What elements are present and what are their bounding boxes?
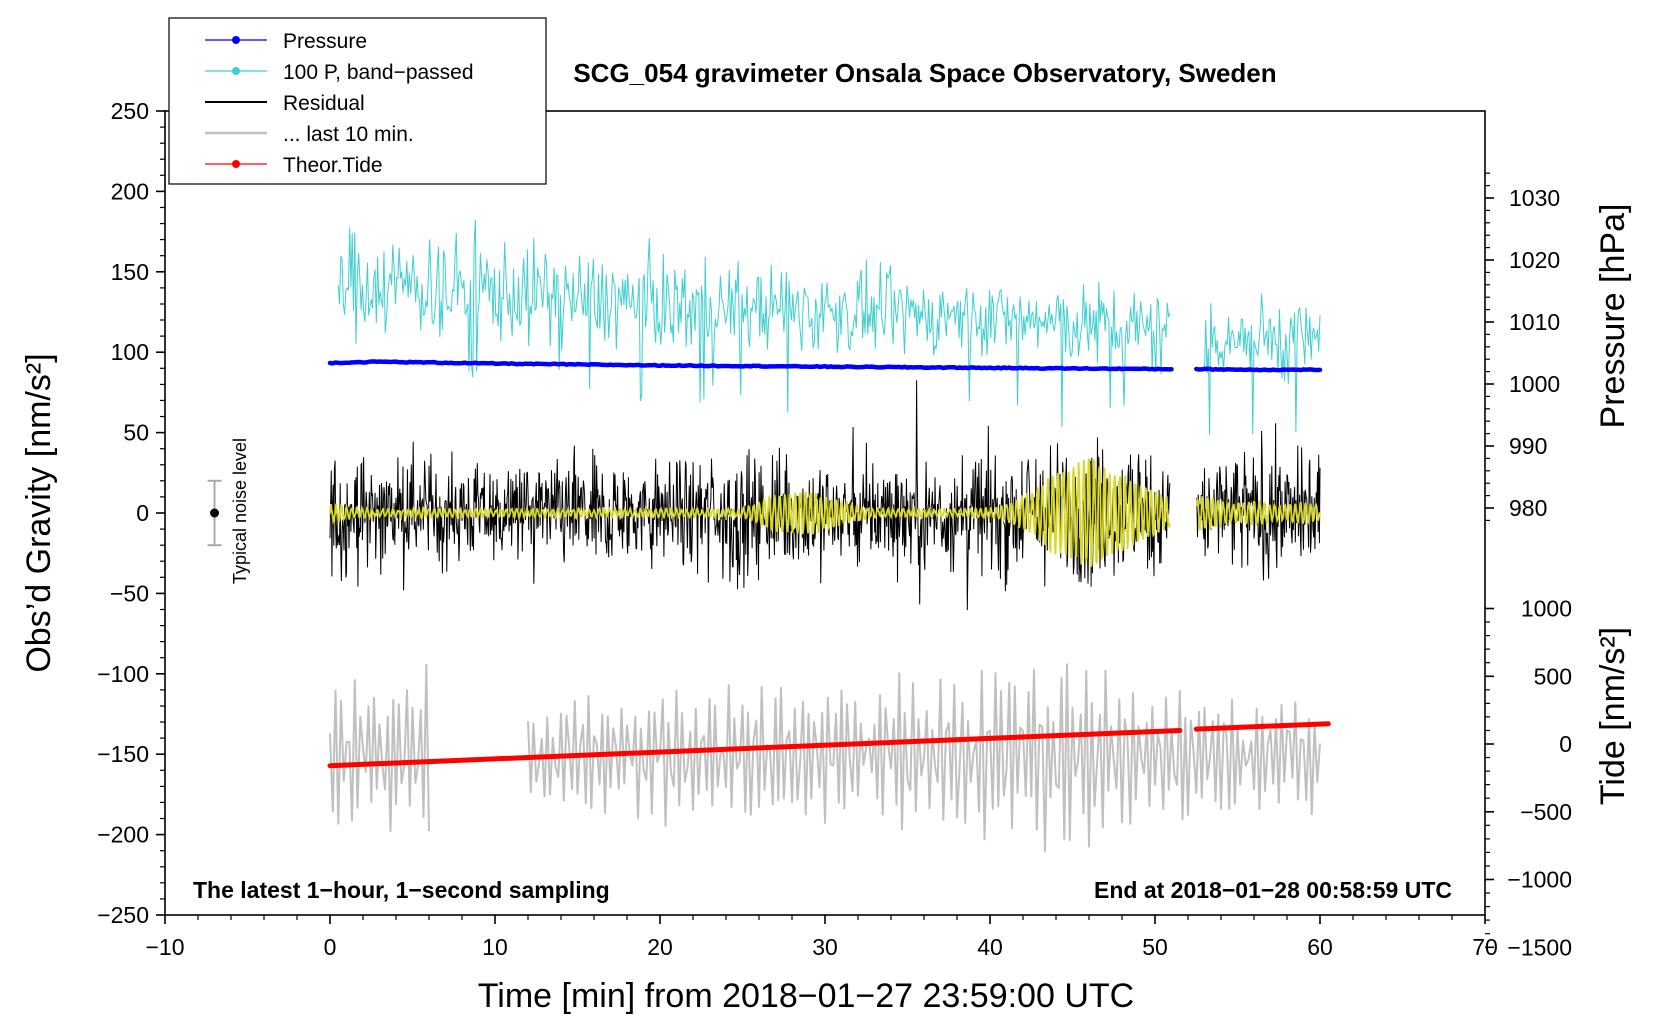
legend-marker-pressure	[232, 36, 240, 44]
pressure-tick-label-2: 1010	[1509, 309, 1560, 335]
tide-tick-label-4: −1000	[1507, 867, 1572, 893]
data-series-layer	[327, 220, 1331, 852]
x-tick-label-3: 20	[647, 934, 673, 960]
y-axis-label-pressure: Pressure [hPa]	[1594, 204, 1632, 429]
pressure-tick-label-3: 1000	[1509, 371, 1560, 397]
legend-entry-pressure: Pressure	[205, 30, 367, 53]
tide-tick-label-2: 0	[1559, 731, 1572, 757]
series-tide-0	[327, 728, 1183, 769]
legend-label-tide: Theor.Tide	[283, 154, 383, 177]
y-tick-label-left-6: −50	[110, 580, 149, 606]
axis-ticks: −10 0 10 20 30 40 50 60 70250200150100500−50−100…	[97, 98, 1572, 960]
pressure-tick-label-1: 1020	[1509, 247, 1560, 273]
legend-marker-tide	[232, 160, 240, 168]
tide-tick-label-0: 1000	[1521, 596, 1572, 622]
x-axis-label: Time [min] from 2018−01−27 23:59:00 UTC	[478, 977, 1134, 1015]
tide-tick-label-3: −500	[1520, 799, 1572, 825]
y-axis-label-left: Obs’d Gravity [nm/s²]	[20, 353, 58, 672]
legend-entry-last-10-min: ... last 10 min.	[205, 123, 414, 146]
tide-tick-label-1: 500	[1534, 663, 1572, 689]
legend-marker-bandpassed	[232, 67, 240, 75]
y-tick-label-left-7: −100	[97, 661, 149, 687]
tide-tick-label-5: −1500	[1507, 934, 1572, 960]
legend-label-residual: Residual	[283, 92, 365, 115]
legend-label-bandpassed: 100 P, band−passed	[283, 61, 474, 84]
y-tick-label-left-8: −150	[97, 741, 149, 767]
y-tick-label-left-10: −250	[97, 902, 149, 928]
y-tick-label-left-5: 0	[136, 500, 149, 526]
legend: Pressure 100 P, band−passed Residual ...…	[168, 17, 547, 185]
x-tick-label-7: 60	[1307, 934, 1333, 960]
y-tick-label-left-4: 50	[123, 420, 149, 446]
x-tick-label-1: 0	[324, 934, 337, 960]
legend-entry-bandpassed: 100 P, band−passed	[205, 61, 474, 84]
y-tick-label-left-2: 150	[111, 259, 149, 285]
series-filtered-residual-0	[329, 458, 1171, 567]
noise-dot	[210, 508, 219, 518]
legend-entry-tide: Theor.Tide	[205, 154, 383, 177]
series-pressure-0	[327, 359, 1174, 372]
annotation-sampling: The latest 1−hour, 1−second sampling	[193, 877, 610, 903]
legend-entry-residual: Residual	[205, 92, 365, 115]
noise-level-label: Typical noise level	[230, 438, 250, 584]
pressure-tick-label-0: 1030	[1509, 185, 1560, 211]
x-tick-label-6: 50	[1142, 934, 1168, 960]
y-axis-label-tide: Tide [nm/s²]	[1594, 627, 1632, 805]
legend-label-pressure: Pressure	[283, 30, 367, 53]
series-tide-1	[1193, 721, 1331, 732]
x-tick-label-4: 30	[812, 934, 838, 960]
pressure-tick-label-4: 990	[1509, 433, 1547, 459]
x-tick-label-0: −10	[145, 934, 184, 960]
legend-label-last-10-min: ... last 10 min.	[283, 123, 414, 146]
series-filtered-residual-1	[1195, 495, 1321, 531]
annotation-end-time: End at 2018−01−28 00:58:59 UTC	[1094, 877, 1452, 903]
y-tick-label-left-3: 100	[111, 339, 149, 365]
noise-level-indicator: Typical noise level	[207, 438, 250, 584]
y-tick-label-left-1: 200	[111, 178, 149, 204]
y-tick-label-left-0: 250	[111, 98, 149, 124]
pressure-tick-label-5: 980	[1509, 495, 1547, 521]
x-tick-label-5: 40	[977, 934, 1003, 960]
series-pressure-1	[1194, 366, 1323, 373]
series-last-10-min-0	[329, 663, 430, 833]
x-tick-label-2: 10	[482, 934, 508, 960]
y-tick-label-left-9: −200	[97, 822, 149, 848]
chart-title: SCG_054 gravimeter Onsala Space Observat…	[573, 58, 1276, 88]
